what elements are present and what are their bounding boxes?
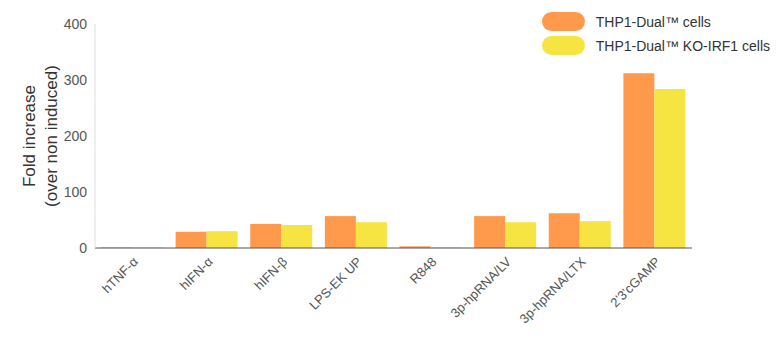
svg-text:200: 200	[64, 128, 88, 144]
svg-text:R848: R848	[407, 254, 440, 287]
html-text:THP1-Dual™ KO-IRF1 cells: THP1-Dual™ KO-IRF1 cells	[595, 37, 770, 54]
html-text:THP1-Dual™ cells: THP1-Dual™ cells	[595, 13, 711, 30]
svg-text:Fold increase(over non induced: Fold increase(over non induced)	[20, 65, 61, 207]
svg-text:2'3'cGAMP: 2'3'cGAMP	[607, 254, 663, 310]
svg-text:hIFN-α: hIFN-α	[177, 254, 216, 293]
svg-text:3p-hpRNA/LTX: 3p-hpRNA/LTX	[516, 254, 588, 326]
svg-text:0: 0	[79, 240, 87, 256]
svg-text:3p-hpRNA/LV: 3p-hpRNA/LV	[447, 254, 514, 321]
svg-text:hTNF-α: hTNF-α	[99, 254, 141, 296]
svg-text:400: 400	[64, 16, 88, 32]
svg-text:hIFN-β: hIFN-β	[251, 254, 290, 293]
svg-text:300: 300	[64, 72, 88, 88]
svg-text:100: 100	[64, 184, 88, 200]
svg-text:LPS-EK UP: LPS-EK UP	[306, 254, 365, 313]
